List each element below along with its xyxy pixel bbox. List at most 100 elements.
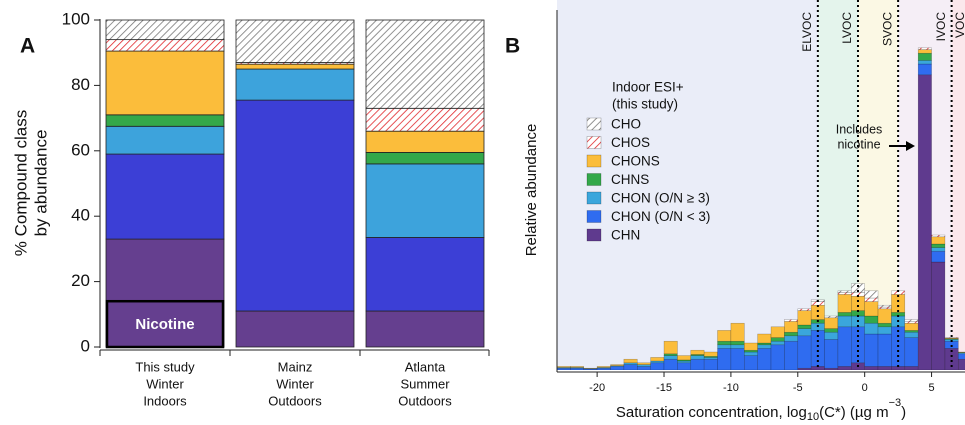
bar-segment <box>105 153 225 240</box>
histogram-segment <box>690 358 705 370</box>
histogram-segment <box>650 357 665 362</box>
legend-label: CHN <box>611 228 640 243</box>
histogram-segment <box>637 364 651 367</box>
histogram-segment <box>797 308 812 311</box>
histogram-segment <box>557 367 571 370</box>
annotation: Includes <box>836 122 883 136</box>
x-tick-label: -15 <box>656 382 672 394</box>
x-tick-label: Atlanta <box>405 359 446 374</box>
histogram-segment <box>851 283 865 293</box>
bar-segment <box>105 50 225 116</box>
legend-label: CHON (O/N ≥ 3) <box>611 191 710 206</box>
bar-segment <box>365 163 485 238</box>
legend-swatch <box>586 191 602 205</box>
histogram-segment <box>797 310 812 326</box>
histogram-segment <box>663 358 678 370</box>
histogram-segment <box>904 366 919 370</box>
x-axis-label-part: Saturation concentration, log <box>616 404 807 421</box>
x-axis-label-part: 10 <box>807 411 819 423</box>
histogram-segment <box>610 364 625 366</box>
y-tick-label: 40 <box>71 206 90 225</box>
volatility-label: SVOC <box>880 12 894 46</box>
histogram-segment <box>864 333 879 367</box>
histogram-segment <box>810 304 825 320</box>
legend-label: CHOS <box>611 135 650 150</box>
histogram-segment <box>851 295 865 311</box>
legend-swatch <box>586 154 602 168</box>
histogram-segment <box>904 337 919 367</box>
volatility-label: LVOC <box>840 12 854 44</box>
histogram-segment <box>557 366 571 368</box>
bar-segment <box>235 63 355 70</box>
y-tick-label: 20 <box>71 271 90 290</box>
histogram-segment <box>904 321 919 324</box>
histogram-segment <box>623 362 638 365</box>
histogram-segment <box>570 367 585 369</box>
x-tick-label: -20 <box>589 382 605 394</box>
histogram-segment <box>917 60 932 65</box>
histogram-segment <box>824 317 839 329</box>
x-tick-label: 5 <box>928 382 934 394</box>
histogram-segment <box>824 367 839 370</box>
histogram-segment <box>690 349 705 355</box>
bar-segment <box>365 130 485 153</box>
legend-swatch <box>586 173 602 186</box>
x-axis-label-part: (C*) (µg m <box>819 404 888 421</box>
bar-segment <box>235 310 355 348</box>
x-tick-label: Outdoors <box>268 393 322 408</box>
y-tick-label: 80 <box>71 75 90 94</box>
bar-segment <box>365 107 485 132</box>
histogram-segment <box>690 355 705 360</box>
histogram-segment <box>744 342 758 351</box>
volatility-label: IVOC <box>934 12 948 42</box>
legend-title: Indoor ESI+ <box>612 80 684 95</box>
histogram-segment <box>917 49 932 54</box>
histogram-segment <box>904 331 919 338</box>
x-tick-label: Indoors <box>143 393 187 408</box>
histogram-segment <box>757 333 772 344</box>
histogram-segment <box>958 353 965 360</box>
histogram-segment <box>958 358 965 370</box>
histogram-segment <box>797 367 812 370</box>
legend-swatch <box>586 136 602 149</box>
x-tick-label: 0 <box>862 382 868 394</box>
histogram-segment <box>770 326 785 338</box>
histogram-segment <box>717 344 732 349</box>
bar-segment <box>235 68 355 101</box>
legend-swatch <box>586 210 602 223</box>
histogram-segment <box>837 294 852 313</box>
histogram-segment <box>770 337 785 342</box>
panel-label: B <box>505 35 520 58</box>
histogram-segment <box>864 290 879 299</box>
panel-label: A <box>20 35 35 58</box>
histogram-segment <box>837 315 852 328</box>
legend-label: CHO <box>611 117 641 132</box>
histogram-segment <box>784 319 799 322</box>
histogram-segment <box>944 340 959 349</box>
histogram-segment <box>931 250 946 263</box>
x-tick-label: Mainz <box>278 359 313 374</box>
histogram-segment <box>864 366 879 370</box>
bar-segment <box>105 238 225 348</box>
annotation: nicotine <box>837 137 880 151</box>
histogram-segment <box>877 306 892 310</box>
x-tick-label: Summer <box>400 376 450 391</box>
histogram-segment <box>837 292 852 295</box>
histogram-segment <box>810 301 825 306</box>
histogram-segment <box>596 366 611 368</box>
histogram-segment <box>784 340 799 370</box>
histogram-segment <box>730 340 745 346</box>
bar-segment <box>365 152 485 165</box>
histogram-segment <box>931 261 946 370</box>
histogram-segment <box>891 294 906 313</box>
histogram-segment <box>677 360 692 364</box>
histogram-segment <box>931 243 946 248</box>
histogram-segment <box>757 344 772 349</box>
histogram-segment <box>864 322 879 335</box>
histogram-segment <box>837 312 852 317</box>
histogram-segment <box>610 366 625 370</box>
histogram-segment <box>744 351 758 356</box>
histogram-segment <box>851 326 865 364</box>
bar-segment <box>365 19 485 109</box>
y-axis-label: Relative abundance <box>523 124 540 257</box>
